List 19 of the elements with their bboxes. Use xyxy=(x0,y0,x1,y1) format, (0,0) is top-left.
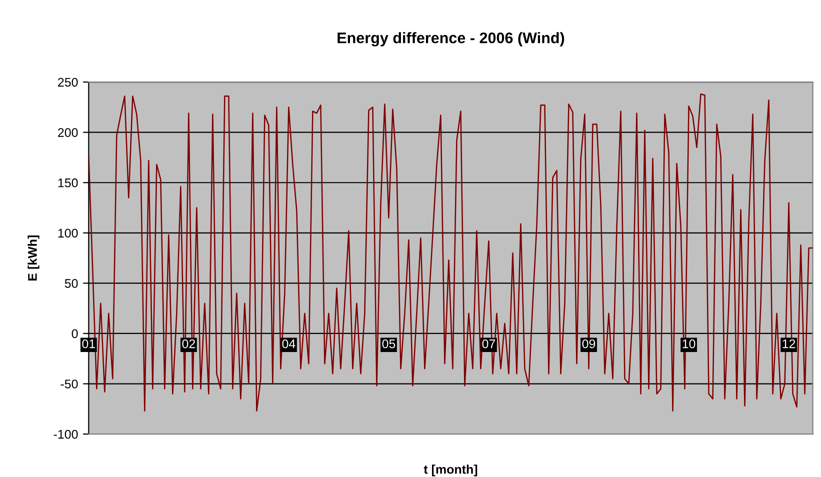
x-tick-label: 07 xyxy=(482,339,496,348)
x-tick-label: 09 xyxy=(582,339,596,348)
y-axis-title: E [kWh] xyxy=(28,235,40,280)
x-tick-label: 01 xyxy=(82,339,96,348)
y-tick-label: -50 xyxy=(60,380,78,388)
y-tick-label: -100 xyxy=(54,430,78,439)
y-tick-label: 250 xyxy=(58,78,78,87)
x-tick-label: 02 xyxy=(182,339,196,348)
x-tick-label: 10 xyxy=(682,339,696,348)
x-tick-label: 04 xyxy=(282,339,296,348)
x-tick-label: 05 xyxy=(382,339,396,348)
y-tick-label: 0 xyxy=(72,329,78,338)
x-axis-title: t [month] xyxy=(424,464,478,476)
y-tick-label: 100 xyxy=(58,228,78,238)
y-tick-label: 150 xyxy=(58,178,78,188)
chart-title: Energy difference - 2006 (Wind) xyxy=(338,32,564,46)
x-tick-label: 12 xyxy=(782,339,796,348)
y-tick-label: 200 xyxy=(58,128,78,137)
y-tick-label: 50 xyxy=(64,279,78,288)
